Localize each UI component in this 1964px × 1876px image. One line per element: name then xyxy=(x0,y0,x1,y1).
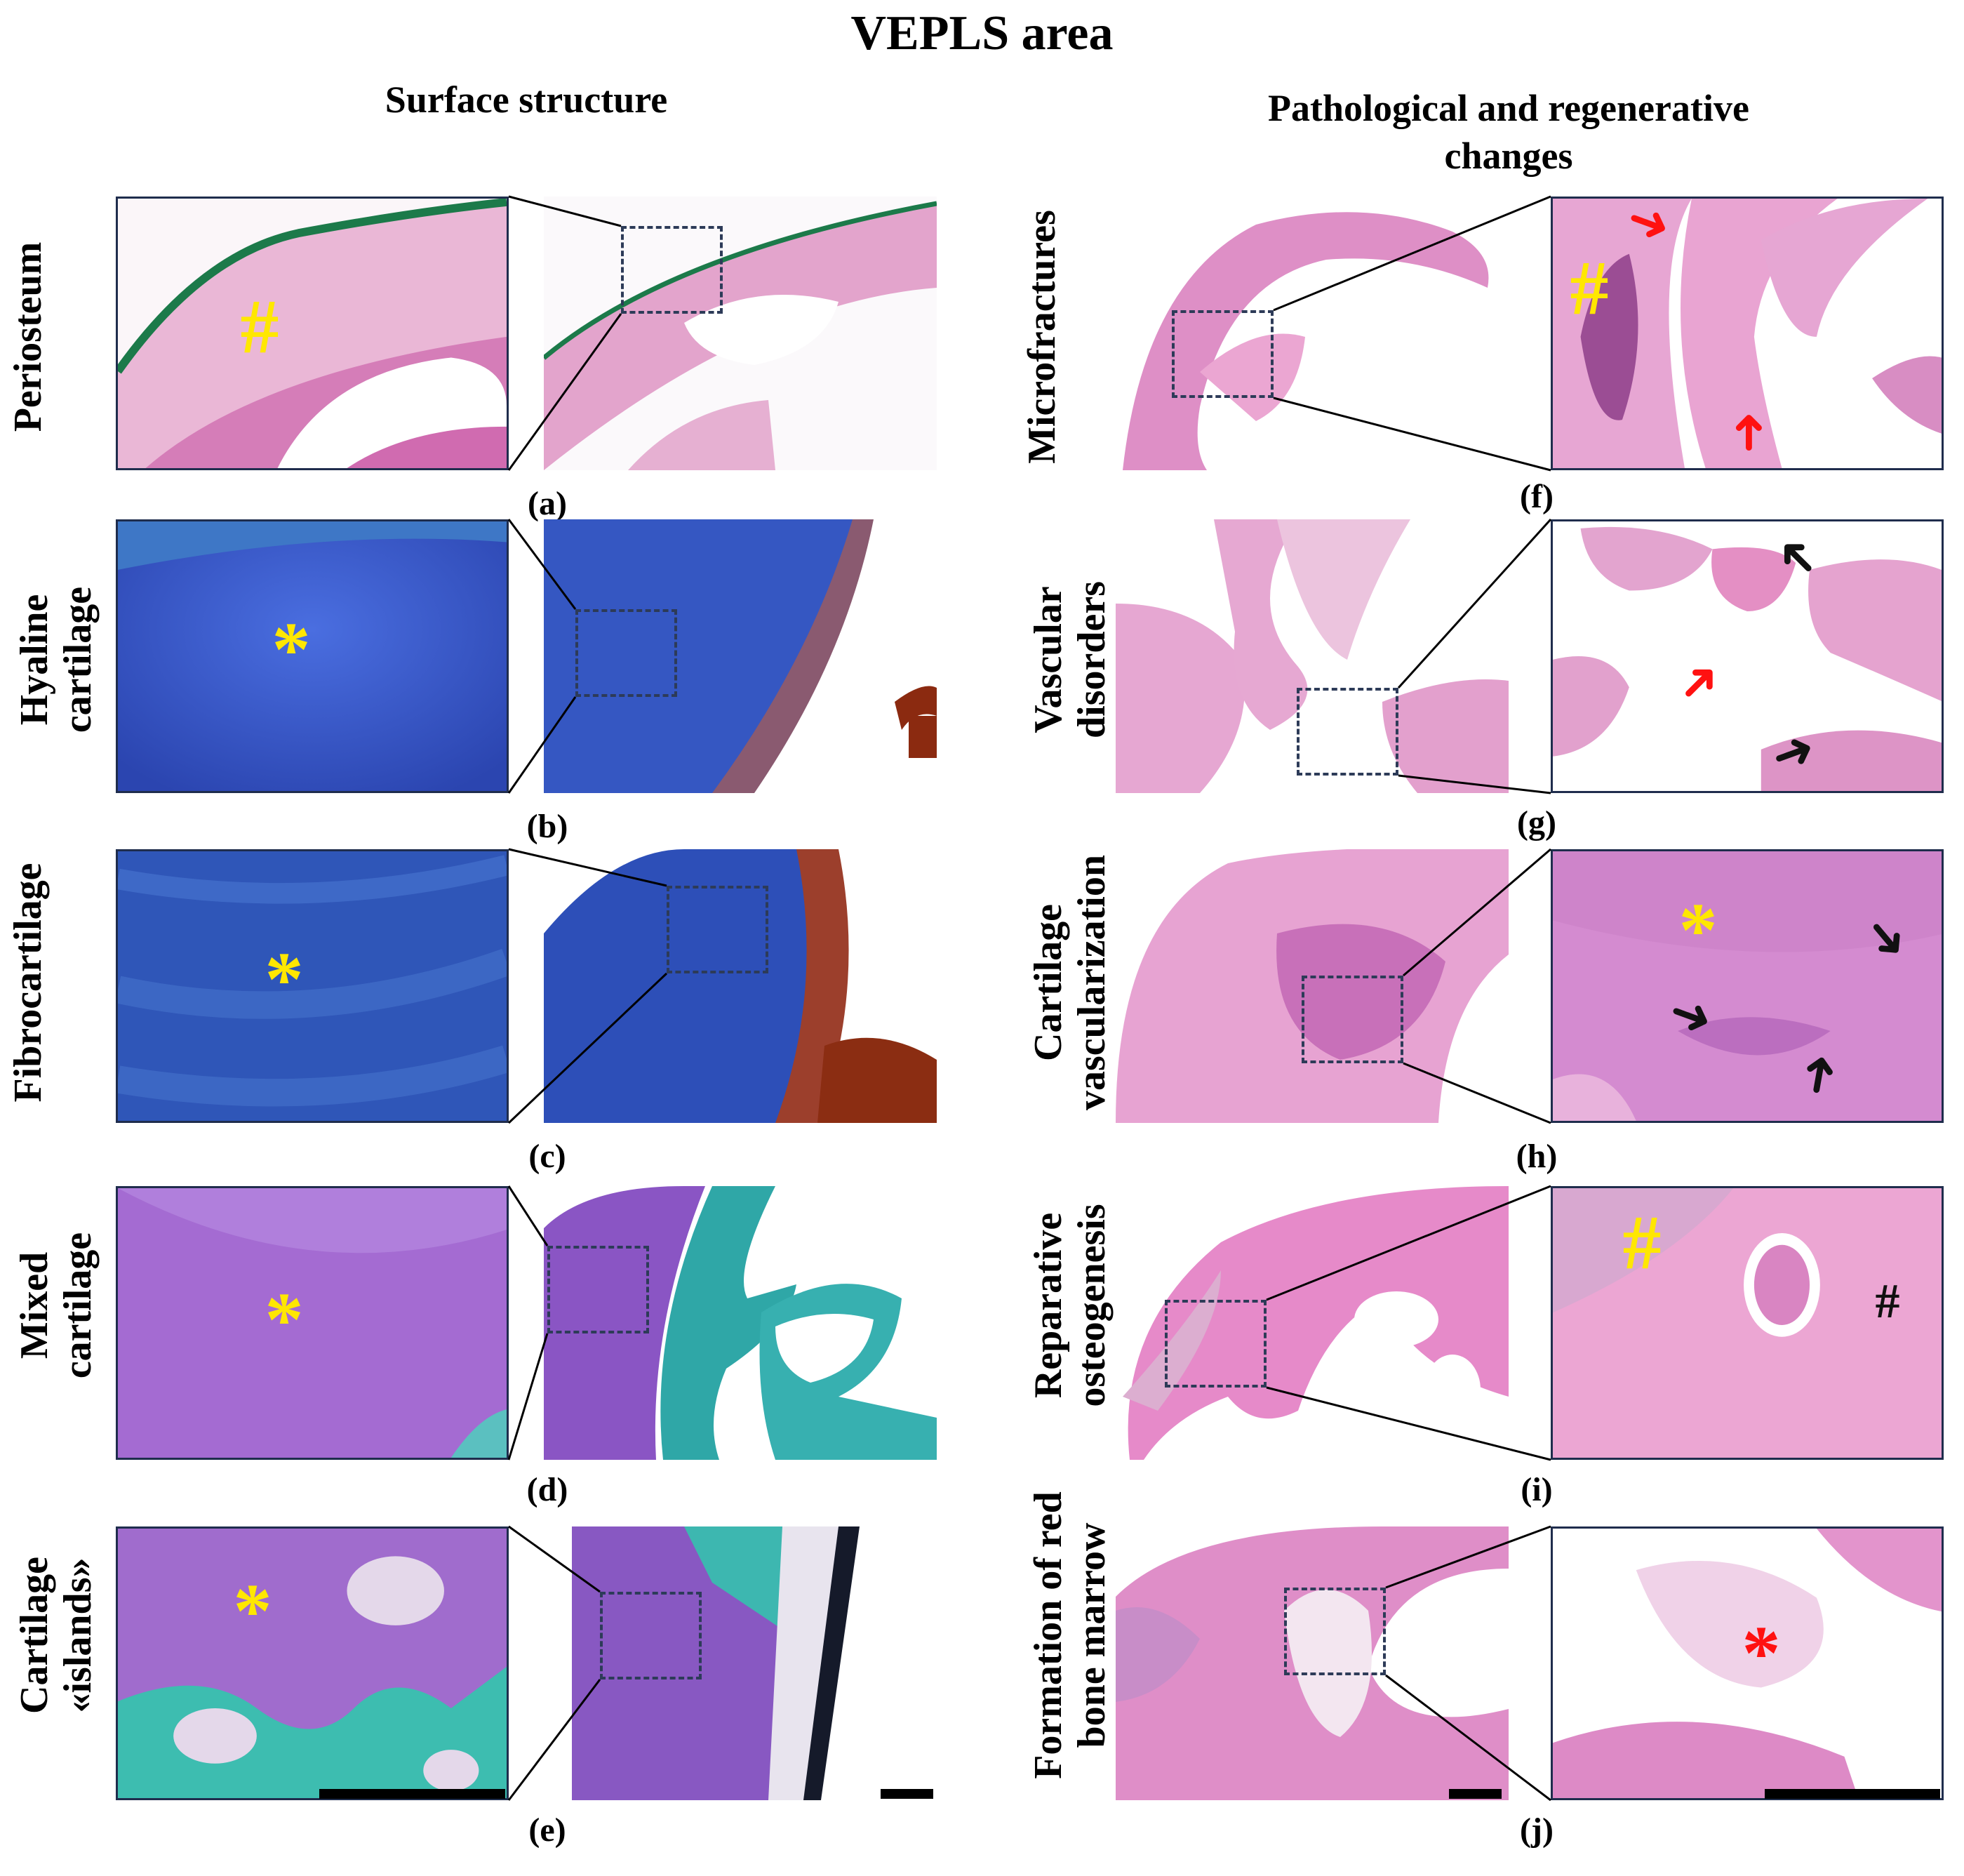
panel-h-zoom xyxy=(1551,849,1944,1123)
panel-b-zoom xyxy=(116,519,509,793)
row-label-h: Cartilage vascularization xyxy=(1027,855,1114,1110)
scale-bar-j-zoom xyxy=(1765,1789,1940,1799)
panel-e-overview xyxy=(544,1526,937,1800)
panel-b-overview xyxy=(544,519,937,793)
scale-bar-j-overview xyxy=(1449,1789,1502,1799)
panel-f-zoom xyxy=(1551,197,1944,470)
row-label-b: Hyaline cartilage xyxy=(13,586,100,733)
scale-bar-e-overview xyxy=(881,1789,933,1799)
panel-letter-a: (a) xyxy=(528,485,567,522)
row-label-i: Reparative osteogenesis xyxy=(1027,1204,1114,1407)
panel-letter-j: (j) xyxy=(1520,1811,1554,1849)
right-column-header-line2: changes xyxy=(1444,135,1573,177)
inset-box-e xyxy=(600,1592,702,1679)
right-column-header-line1: Pathological and regenerative xyxy=(1268,87,1749,129)
panel-e-zoom xyxy=(116,1526,509,1800)
panel-letter-g: (g) xyxy=(1517,804,1556,841)
marker-f: # xyxy=(1570,245,1609,331)
panel-i-zoom xyxy=(1551,1186,1944,1460)
row-label-a: Periosteum xyxy=(6,241,50,432)
row-label-f: Microfractures xyxy=(1020,210,1064,464)
row-label-e: Cartilage «islands» xyxy=(13,1557,100,1714)
panel-d-overview xyxy=(544,1186,937,1460)
panel-a-overview xyxy=(544,197,937,470)
row-label-j: Formation of red bone marrow xyxy=(1027,1491,1114,1779)
left-column-header: Surface structure xyxy=(385,79,668,121)
arrow-icon: ➜ xyxy=(1718,411,1777,454)
marker-c: * xyxy=(265,936,304,1022)
inset-box-b xyxy=(575,609,677,697)
panel-c-zoom xyxy=(116,849,509,1123)
panel-d-zoom xyxy=(116,1186,509,1460)
inset-box-a xyxy=(621,226,723,314)
panel-letter-c: (c) xyxy=(528,1138,566,1175)
inset-box-j xyxy=(1284,1588,1386,1675)
marker-i-black: # xyxy=(1875,1275,1900,1329)
row-label-c: Fibrocartilage xyxy=(6,863,50,1103)
inset-box-i xyxy=(1165,1300,1267,1388)
row-label-d: Mixed cartilage xyxy=(13,1232,100,1379)
marker-b: * xyxy=(272,606,311,692)
marker-h: * xyxy=(1678,887,1718,973)
inset-box-h xyxy=(1302,976,1403,1063)
arrow-icon: ➜ xyxy=(1784,1049,1850,1100)
inset-box-f xyxy=(1172,310,1274,398)
scale-bar-e-zoom xyxy=(319,1789,505,1799)
row-label-g: Vascular disorders xyxy=(1027,581,1114,738)
marker-e: * xyxy=(233,1568,272,1654)
panel-letter-d: (d) xyxy=(526,1471,568,1508)
marker-d: * xyxy=(265,1277,304,1362)
panel-letter-i: (i) xyxy=(1521,1471,1553,1508)
panel-g-zoom xyxy=(1551,519,1944,793)
panel-letter-f: (f) xyxy=(1520,478,1554,515)
panel-a-zoom xyxy=(116,197,509,470)
panel-letter-h: (h) xyxy=(1516,1138,1558,1175)
inset-box-c xyxy=(667,886,768,973)
figure-title: VEPLS area xyxy=(850,6,1114,60)
panel-letter-e: (e) xyxy=(528,1811,566,1849)
marker-a: # xyxy=(240,284,279,369)
marker-j: * xyxy=(1742,1610,1781,1696)
panel-c-overview xyxy=(544,849,937,1123)
inset-box-g xyxy=(1297,688,1398,776)
marker-i: # xyxy=(1622,1199,1662,1285)
inset-box-d xyxy=(547,1246,649,1333)
panel-letter-b: (b) xyxy=(526,808,568,845)
panel-j-zoom xyxy=(1551,1526,1944,1800)
